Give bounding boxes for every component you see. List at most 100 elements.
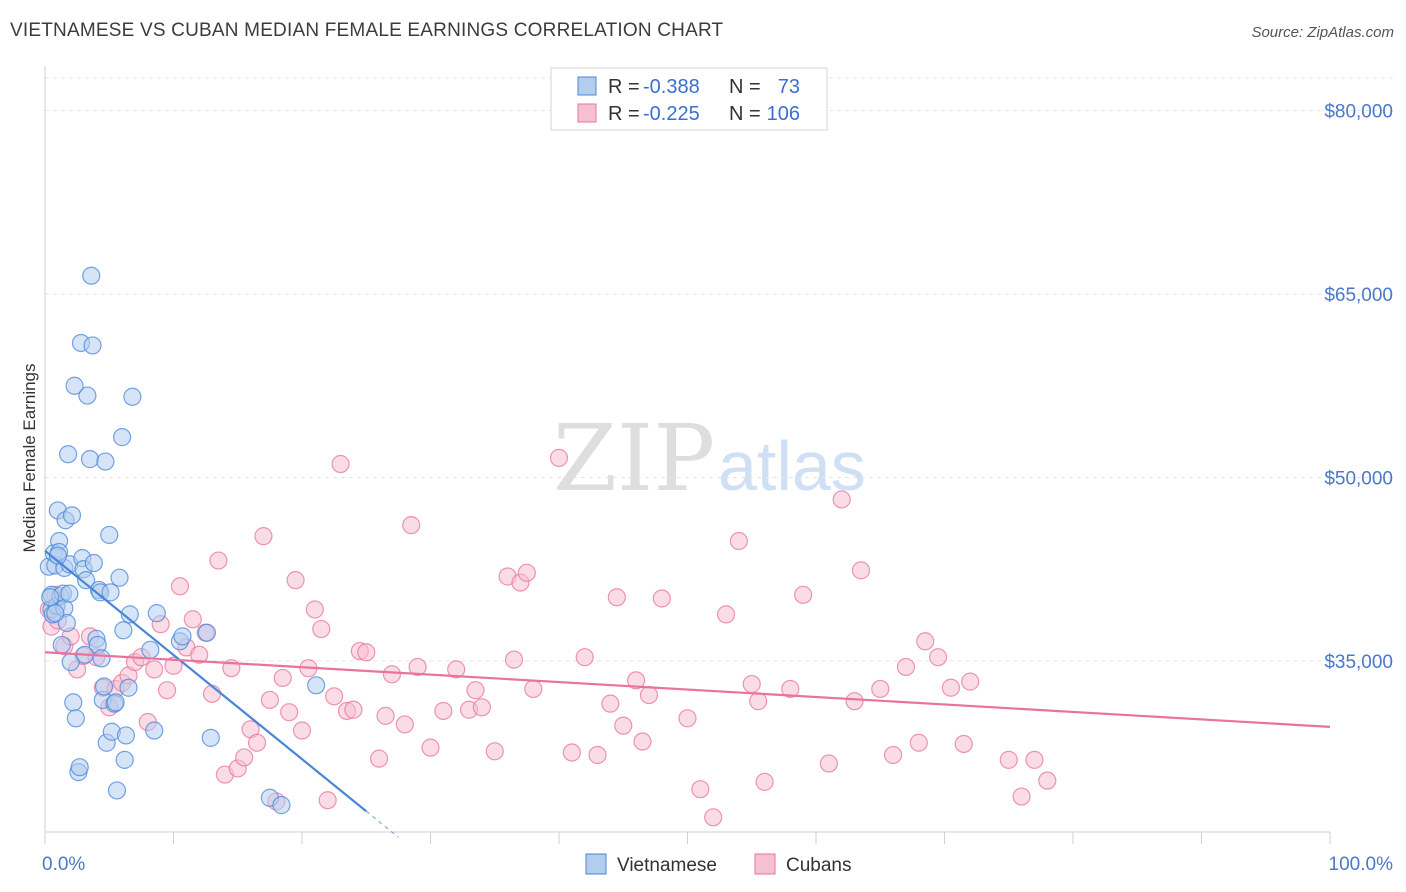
cubans-point-47 <box>331 454 350 474</box>
y-tick-label-3: $35,000 <box>1324 652 1393 673</box>
cubans-point-71 <box>562 743 581 762</box>
legend-n-value-cubans: 106 <box>767 103 800 125</box>
cubans-point-43 <box>305 600 324 619</box>
vietnamese-point-59 <box>173 627 192 646</box>
vietnamese-point-11 <box>52 635 71 655</box>
cubans-point-106 <box>1025 750 1044 769</box>
watermark: ZIP atlas <box>553 405 866 512</box>
cubans-point-97 <box>896 657 916 677</box>
trend-lines <box>44 549 1331 838</box>
cubans-point-51 <box>357 643 376 662</box>
cubans-point-63 <box>472 698 491 717</box>
series-points-vietnamese <box>39 266 326 815</box>
cubans-point-54 <box>382 665 402 684</box>
vietnamese-point-61 <box>201 728 220 747</box>
vietnamese-point-50 <box>115 750 134 769</box>
vietnamese-point-66 <box>41 588 60 607</box>
cubans-point-58 <box>421 738 440 757</box>
cubans-point-40 <box>286 571 305 590</box>
cubans-point-27 <box>202 684 222 703</box>
cubans-point-57 <box>408 657 427 677</box>
vietnamese-point-24 <box>70 758 89 777</box>
cubans-point-82 <box>691 780 710 799</box>
cubans-point-90 <box>794 585 813 604</box>
vietnamese-point-63 <box>272 796 291 815</box>
gridlines <box>45 77 1393 662</box>
series-points-cubans <box>39 448 1057 827</box>
vietnamese-point-69 <box>92 649 111 668</box>
cubans-point-78 <box>633 732 652 751</box>
cubans-point-107 <box>1038 771 1057 790</box>
vietnamese-point-70 <box>60 584 79 603</box>
vietnamese-point-49 <box>114 621 133 640</box>
cubans-point-77 <box>626 671 646 690</box>
cubans-point-86 <box>742 674 761 694</box>
bottom-legend-label-vietnamese: Vietnamese <box>617 855 717 876</box>
cubans-point-41 <box>292 721 312 740</box>
bottom-legend-label-cubans: Cubans <box>786 855 852 876</box>
vietnamese-point-28 <box>77 571 96 590</box>
cubans-point-36 <box>260 690 279 710</box>
cubans-point-94 <box>851 561 871 580</box>
vietnamese-point-29 <box>78 386 97 405</box>
vietnamese-point-16 <box>57 613 76 633</box>
vietnamese-point-43 <box>101 583 120 602</box>
vietnamese-point-22 <box>66 709 85 728</box>
y-tick-label-2: $50,000 <box>1324 468 1393 489</box>
cubans-point-88 <box>755 772 774 791</box>
cubans-point-104 <box>999 750 1018 769</box>
vietnamese-point-54 <box>123 387 142 406</box>
cubans-point-38 <box>273 668 292 688</box>
cubans-point-72 <box>575 648 594 667</box>
cubans-point-21 <box>164 656 183 675</box>
legend-r-label-vietnamese: R = <box>608 76 640 98</box>
legend-swatch-vietnamese <box>577 76 597 96</box>
cubans-point-95 <box>871 679 890 699</box>
cubans-point-45 <box>318 791 337 810</box>
vietnamese-point-46 <box>107 781 127 800</box>
cubans-point-69 <box>524 679 543 699</box>
cubans-point-34 <box>247 733 267 752</box>
x-tick-label-end: 100.0% <box>1329 854 1394 875</box>
cubans-point-68 <box>517 563 536 582</box>
vietnamese-point-53 <box>120 605 139 624</box>
vietnamese-point-72 <box>46 604 65 623</box>
legend-box <box>550 67 828 131</box>
cubans-point-100 <box>928 648 948 667</box>
legend-r-value-vietnamese: -0.388 <box>643 76 700 98</box>
vietnamese-point-65 <box>65 376 84 395</box>
legend-n-value-vietnamese: 73 <box>778 76 800 98</box>
cubans-point-59 <box>434 701 453 721</box>
cubans-point-62 <box>466 681 485 700</box>
cubans-point-66 <box>504 650 524 669</box>
vietnamese-point-17 <box>59 445 78 464</box>
cubans-point-28 <box>209 551 228 570</box>
cubans-point-93 <box>845 692 864 711</box>
cubans-point-35 <box>254 527 273 546</box>
cubans-point-64 <box>485 742 504 761</box>
vietnamese-point-20 <box>62 506 82 525</box>
vietnamese-point-30 <box>80 450 100 469</box>
cubans-point-98 <box>909 733 928 752</box>
cubans-point-60 <box>447 660 466 679</box>
cubans-point-53 <box>376 706 395 725</box>
chart-title: VIETNAMESE VS CUBAN MEDIAN FEMALE EARNIN… <box>10 20 724 41</box>
cubans-point-87 <box>749 692 768 711</box>
legend-r-label-cubans: R = <box>608 103 640 125</box>
cubans-point-76 <box>614 716 633 735</box>
y-tick-labels: $80,000 $65,000 $50,000 $35,000 <box>1324 102 1393 673</box>
vietnamese-point-40 <box>96 452 115 471</box>
cubans-point-44 <box>312 619 331 639</box>
cubans-point-24 <box>183 610 202 629</box>
legend-n-label-vietnamese: N = <box>729 76 761 98</box>
cubans-point-89 <box>781 679 800 699</box>
vietnamese-point-47 <box>110 568 129 587</box>
legend-n-label-cubans: N = <box>729 103 761 125</box>
cubans-point-101 <box>941 678 961 697</box>
cubans-point-22 <box>170 577 190 596</box>
cubans-point-52 <box>370 749 389 768</box>
vietnamese-point-21 <box>64 693 83 712</box>
y-tick-label-1: $65,000 <box>1324 285 1393 306</box>
watermark-zip: ZIP <box>553 405 715 512</box>
